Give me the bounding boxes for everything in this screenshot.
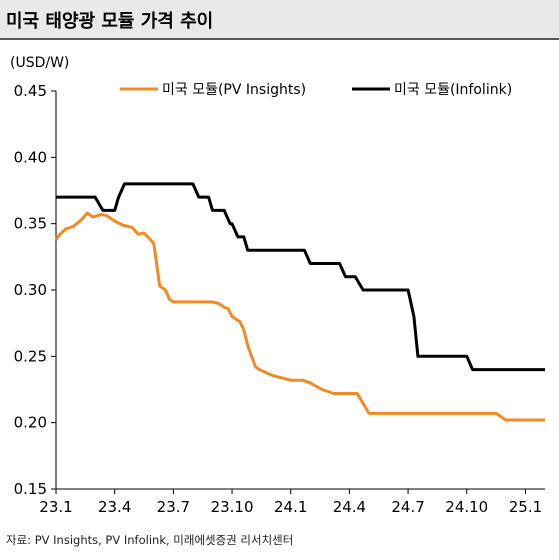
y-tick-label: 0.45 [14,82,47,100]
x-tick-label: 23.1 [39,498,72,516]
x-tick-label: 24.4 [333,498,366,516]
y-tick-label: 0.30 [14,281,47,299]
y-tick-label: 0.40 [14,148,47,166]
legend-label-infolink: 미국 모듈(Infolink) [394,82,512,98]
series-line-infolink [56,182,545,372]
x-tick-label: 23.10 [211,498,254,516]
series-line-pv-insights [54,211,545,422]
y-tick-label: 0.15 [14,480,47,498]
x-tick-label: 23.7 [157,498,190,516]
x-tick-label: 23.4 [98,498,131,516]
y-tick-label: 0.25 [14,347,47,365]
y-tick-label: 0.35 [14,215,47,233]
x-tick-label: 24.10 [445,498,488,516]
legend: 미국 모듈(PV Insights) 미국 모듈(Infolink) [120,82,512,98]
y-unit-label: (USD/W) [10,55,69,71]
source-note: 자료: PV Insights, PV Infolink, 미래에셋증권 리서치… [6,533,294,547]
title-bar: 미국 태양광 모듈 가격 추이 [0,0,559,40]
x-tick-label: 25.1 [509,498,542,516]
series-layer [54,182,545,422]
x-tick-label: 24.1 [274,498,307,516]
legend-label-pv-insights: 미국 모듈(PV Insights) [162,82,306,98]
x-tick-label: 24.7 [391,498,424,516]
y-tick-label: 0.20 [14,414,47,432]
chart-title: 미국 태양광 모듈 가격 추이 [6,11,214,32]
